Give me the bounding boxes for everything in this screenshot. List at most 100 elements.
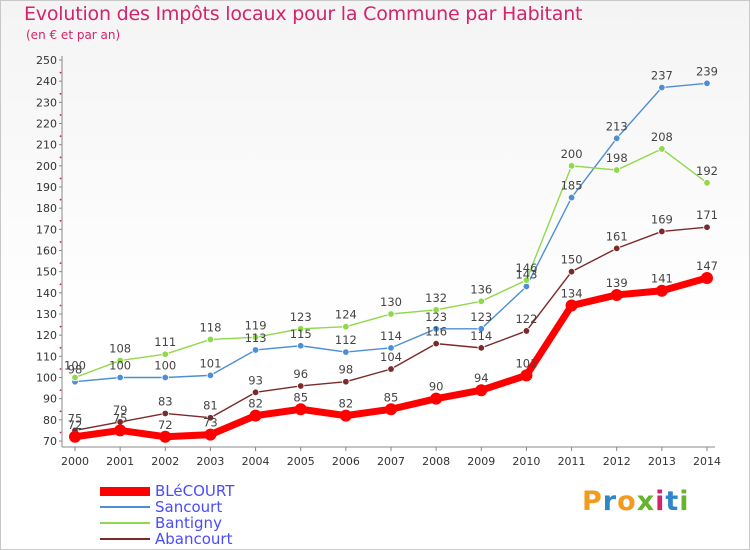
data-point-blcourt: [701, 272, 713, 285]
data-point-bantigny: [71, 373, 79, 382]
data-label-sancourt: 98: [68, 363, 83, 377]
x-tick-label: 2009: [467, 455, 495, 468]
y-minor-tick: [59, 156, 62, 159]
y-tick-label: 90: [43, 393, 57, 406]
data-label-abancourt: 79: [113, 403, 128, 417]
x-tick-label: 2005: [287, 455, 315, 468]
data-label-blcourt: 75: [113, 411, 128, 425]
x-tick-label: 2006: [332, 455, 360, 468]
data-label-blcourt: 139: [606, 276, 628, 290]
data-label-blcourt: 82: [248, 397, 263, 411]
data-point-blcourt: [385, 403, 397, 416]
data-label-sancourt: 123: [425, 310, 447, 324]
chart-title: Evolution des Impôts locaux pour la Comm…: [24, 3, 583, 25]
data-label-blcourt: 134: [561, 287, 583, 301]
legend-label-sancourt: Sancourt: [155, 498, 223, 516]
data-point-sancourt: [206, 371, 215, 380]
data-point-abancourt: [567, 267, 576, 276]
data-point-sancourt: [116, 373, 124, 382]
data-point-abancourt: [161, 409, 169, 418]
data-label-sancourt: 115: [290, 327, 312, 341]
data-point-abancourt: [297, 382, 305, 390]
data-point-bantigny: [342, 323, 350, 331]
x-tick-label: 2007: [377, 455, 405, 468]
data-label-blcourt: 90: [429, 380, 444, 394]
data-label-blcourt: 72: [158, 418, 173, 432]
data-point-sancourt: [703, 79, 711, 87]
data-point-blcourt: [475, 384, 488, 397]
data-label-abancourt: 171: [696, 208, 718, 222]
data-point-abancourt: [658, 227, 666, 236]
data-label-abancourt: 150: [561, 253, 583, 267]
y-tick-label: 120: [36, 329, 57, 342]
data-label-abancourt: 98: [339, 363, 354, 377]
data-label-bantigny: 100: [64, 359, 86, 373]
data-point-abancourt: [703, 223, 711, 231]
data-point-sancourt: [342, 348, 350, 356]
data-label-sancourt: 114: [380, 329, 402, 343]
data-point-sancourt: [658, 83, 666, 92]
data-label-abancourt: 81: [203, 399, 218, 413]
data-label-bantigny: 136: [470, 282, 492, 296]
data-point-sancourt: [387, 344, 395, 352]
data-point-abancourt: [206, 414, 215, 422]
data-point-abancourt: [477, 344, 485, 352]
data-label-bantigny: 124: [335, 308, 357, 322]
proxiti-logo: Proxiti: [582, 486, 690, 517]
data-point-bantigny: [387, 310, 395, 318]
data-label-bantigny: 198: [606, 151, 628, 165]
data-point-bantigny: [161, 350, 169, 358]
y-minor-tick: [59, 389, 62, 392]
data-point-blcourt: [610, 288, 623, 301]
data-point-sancourt: [161, 373, 169, 382]
data-point-blcourt: [655, 284, 668, 297]
data-label-abancourt: 83: [158, 394, 173, 408]
data-label-sancourt: 112: [335, 333, 357, 347]
data-point-abancourt: [432, 339, 440, 348]
data-point-blcourt: [565, 299, 578, 312]
data-point-bantigny: [613, 166, 621, 174]
data-label-blcourt: 82: [339, 397, 354, 411]
y-minor-tick: [59, 71, 62, 74]
data-label-abancourt: 116: [425, 325, 447, 339]
data-label-blcourt: 94: [474, 371, 489, 385]
data-label-bantigny: 192: [696, 164, 718, 178]
y-tick-label: 150: [36, 266, 57, 279]
legend-label-bantigny: Bantigny: [155, 514, 222, 532]
x-tick-label: 2002: [151, 455, 179, 468]
data-point-blcourt: [430, 392, 443, 405]
legend-label-abancourt: Abancourt: [155, 530, 233, 548]
data-point-sancourt: [477, 325, 485, 333]
data-point-blcourt: [339, 409, 352, 422]
data-label-blcourt: 101: [515, 356, 537, 370]
data-point-blcourt: [249, 409, 262, 422]
y-minor-tick: [59, 177, 62, 180]
data-point-sancourt: [522, 282, 531, 291]
x-tick-label: 2013: [648, 455, 676, 468]
y-tick-label: 230: [36, 96, 57, 109]
data-point-bantigny: [522, 276, 531, 284]
x-tick-label: 2003: [196, 455, 224, 468]
y-tick-label: 220: [36, 118, 57, 131]
data-label-sancourt: 239: [696, 64, 718, 78]
logo-letter: t: [665, 486, 680, 517]
y-tick-label: 190: [36, 181, 57, 194]
y-minor-tick: [59, 325, 62, 328]
x-tick-label: 2014: [693, 455, 721, 468]
data-point-abancourt: [522, 327, 531, 335]
y-minor-tick: [59, 114, 62, 116]
data-label-bantigny: 118: [199, 320, 221, 334]
data-point-blcourt: [114, 424, 127, 437]
y-minor-tick: [59, 262, 62, 265]
data-label-blcourt: 147: [696, 259, 718, 273]
x-tick-label: 2012: [603, 455, 631, 468]
data-point-bantigny: [658, 145, 666, 153]
data-point-blcourt: [294, 403, 307, 416]
y-tick-label: 180: [36, 202, 57, 215]
legend: BLéCOURT Sancourt Bantigny Abancourt: [100, 482, 360, 548]
data-label-blcourt: 141: [651, 272, 673, 286]
data-label-sancourt: 123: [470, 310, 492, 324]
y-tick-label: 100: [36, 372, 57, 385]
data-point-abancourt: [613, 244, 621, 253]
data-label-bantigny: 119: [245, 318, 267, 332]
